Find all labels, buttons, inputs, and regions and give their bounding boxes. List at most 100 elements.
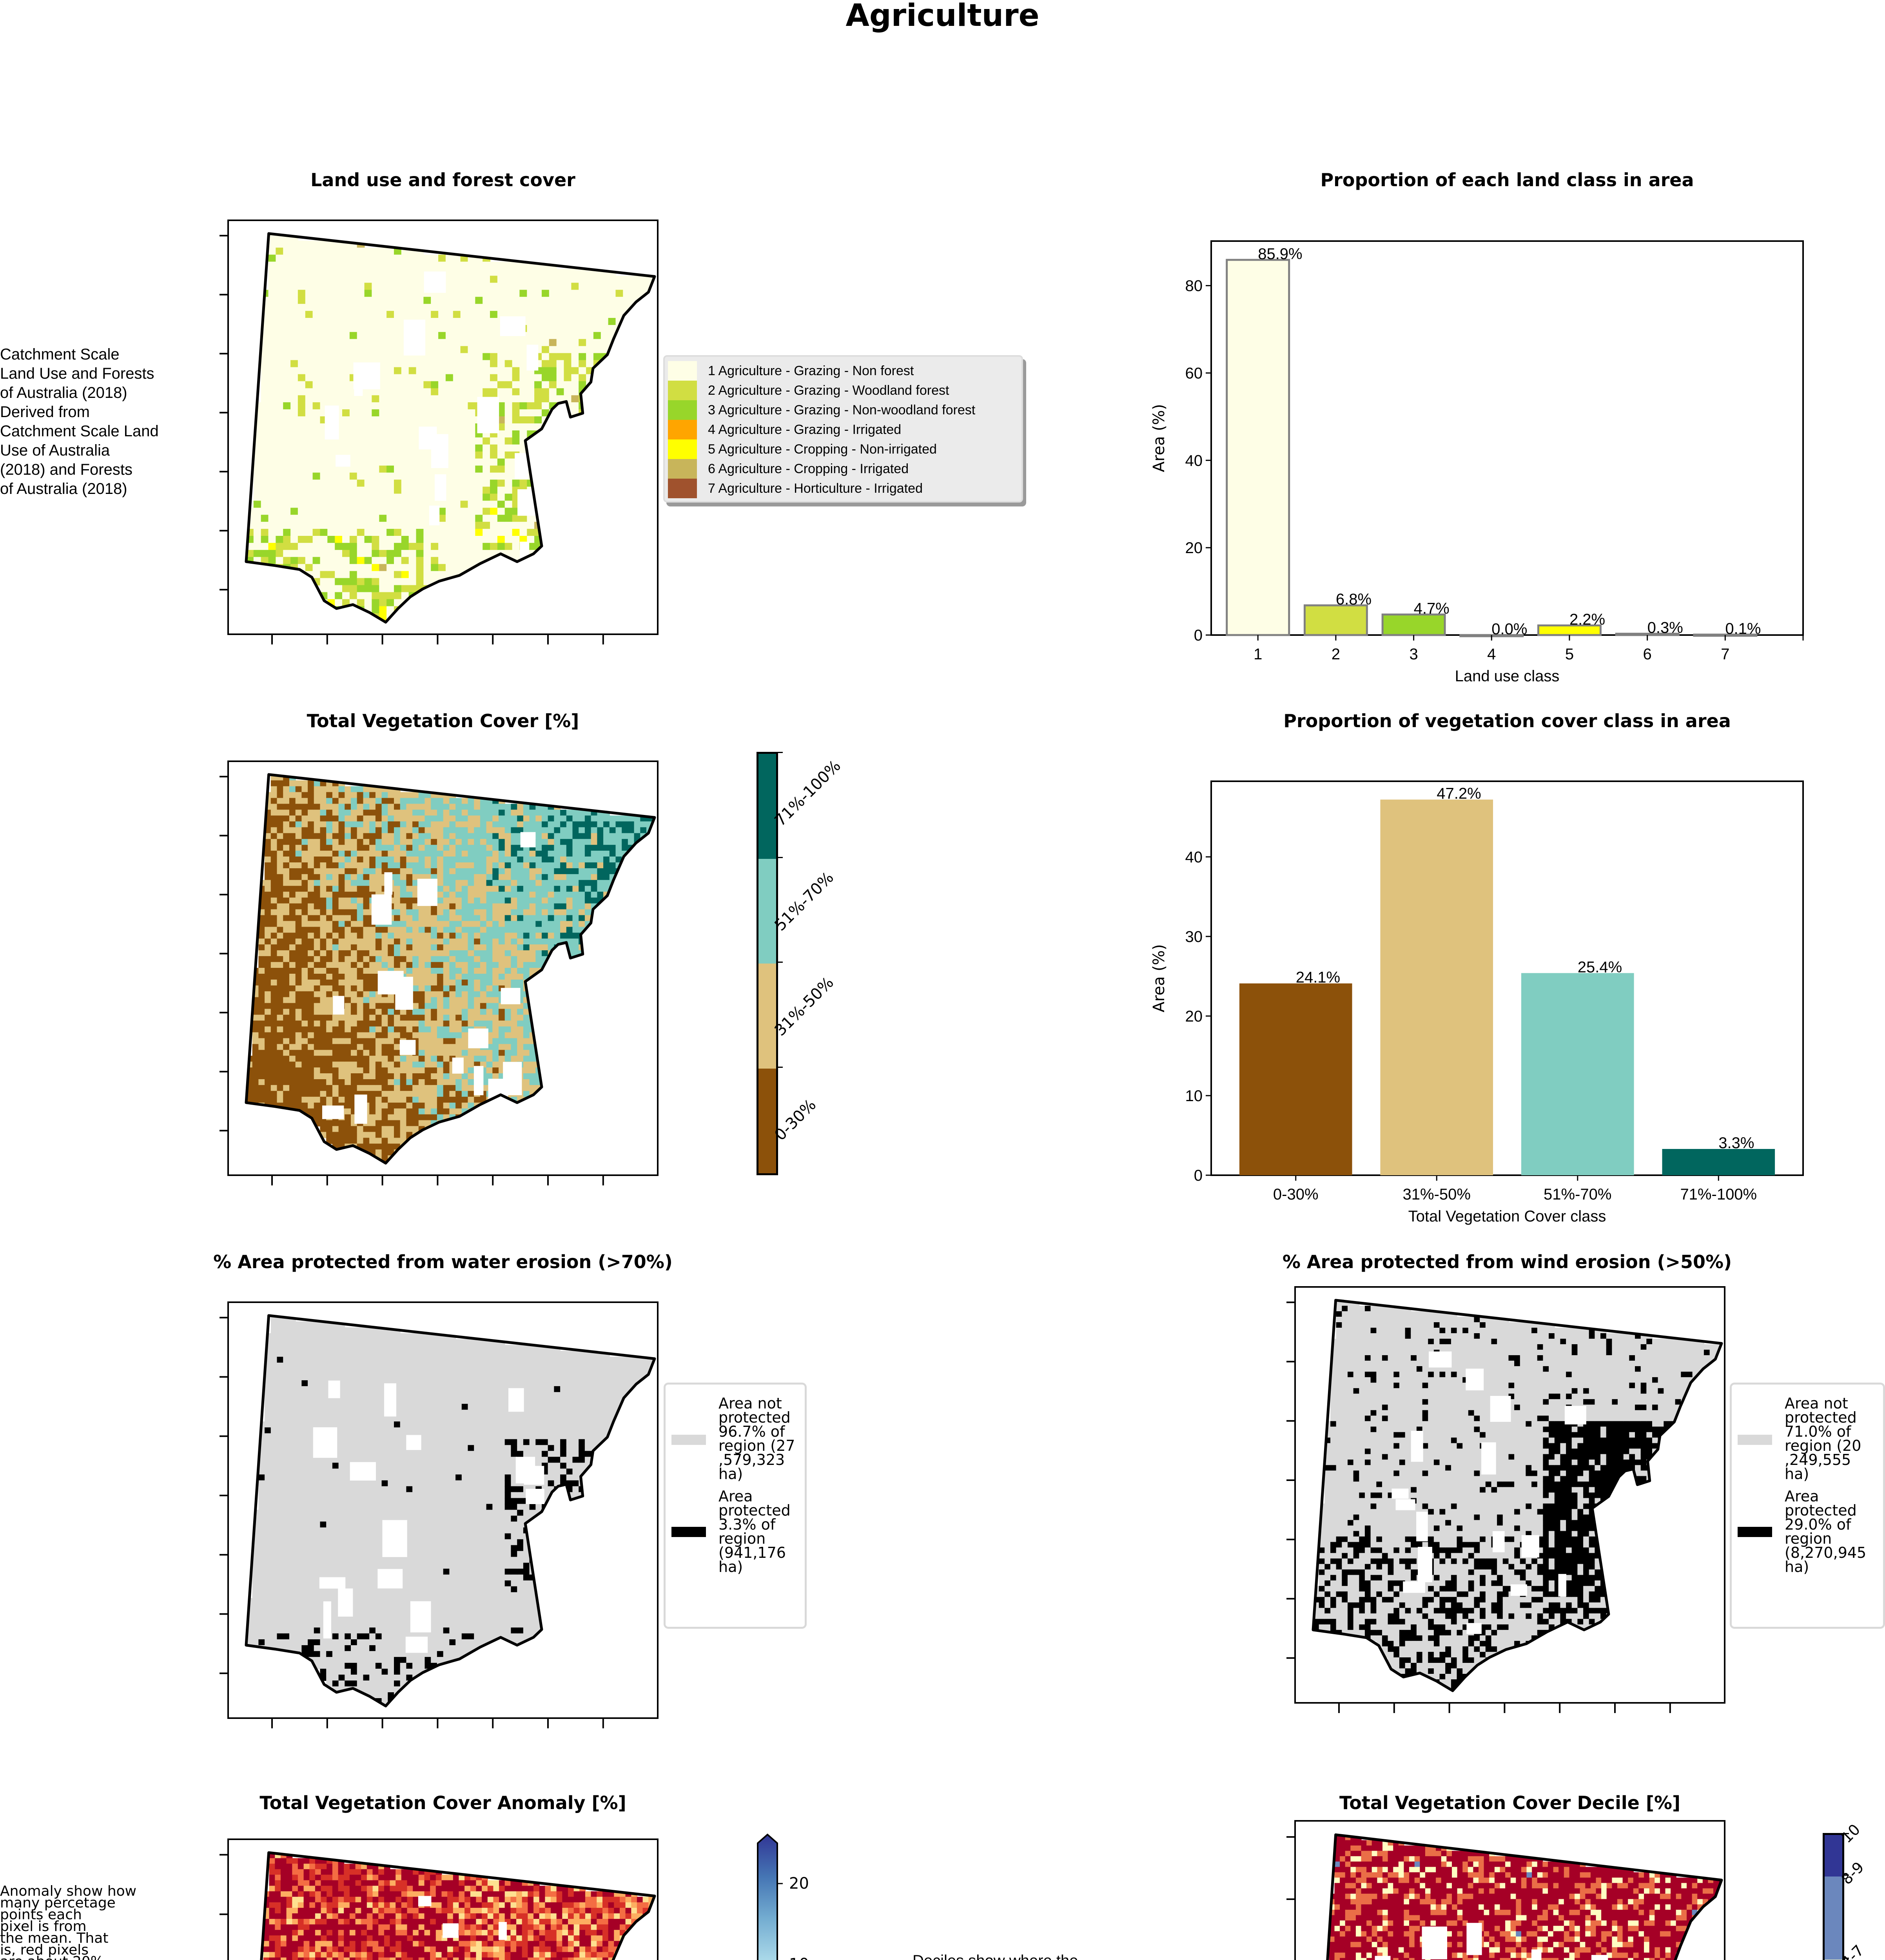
colorbar-tick <box>777 1066 783 1068</box>
water-erosion-map-title: % Area protected from water erosion (>70… <box>213 1251 673 1272</box>
data-label: 0.0% <box>1491 621 1527 638</box>
data-label: 2.2% <box>1569 611 1605 628</box>
legend-label: Area not protected 96.7% of region (27 ,… <box>718 1395 795 1483</box>
y-tick-label: 0 <box>1194 1167 1203 1184</box>
data-label: 24.1% <box>1296 969 1340 986</box>
y-tick-label: 10 <box>1185 1087 1203 1105</box>
water-erosion-legend: Area not protected 96.7% of region (27 ,… <box>664 1383 807 1629</box>
y-tick-label: 40 <box>1185 849 1203 866</box>
data-label: 3.3% <box>1718 1134 1754 1152</box>
colorbar-bar <box>757 752 778 1175</box>
y-tick-label: 30 <box>1185 928 1203 946</box>
colorbar-segment <box>1825 1877 1842 1960</box>
plot-area <box>1210 240 1804 636</box>
x-tick-label: 1 <box>1254 646 1262 663</box>
legend-label: Area protected 29.0% of region (8,270,94… <box>1785 1488 1867 1575</box>
bar <box>1239 983 1352 1175</box>
colorbar-tick <box>777 752 783 753</box>
y-axis-label: Area (%) <box>1150 404 1168 472</box>
map-raster <box>1313 1300 1722 1691</box>
colorbar-segment <box>758 1068 776 1173</box>
colorbar-tick <box>1843 1958 1849 1959</box>
legend-swatch <box>668 361 697 381</box>
map-raster <box>246 1315 655 1704</box>
legend-label: 7 Agriculture - Horticulture - Irrigated <box>708 481 923 496</box>
region-boundary <box>245 773 656 1165</box>
x-axis-label: Total Vegetation Cover class <box>1408 1208 1606 1225</box>
data-label: 85.9% <box>1258 245 1302 263</box>
x-tick-label: 51%-70% <box>1544 1186 1611 1203</box>
y-tick-label: 20 <box>1185 539 1203 557</box>
x-tick-label: 31%-50% <box>1403 1186 1471 1203</box>
veg-cover-map <box>220 760 659 1185</box>
page-title: Agriculture <box>845 0 1040 33</box>
bar <box>1303 604 1368 636</box>
plot-area <box>1210 780 1804 1176</box>
anomaly-colorbar: 20100−10−20 <box>755 1823 833 1960</box>
bar <box>1662 1149 1775 1175</box>
veg-cover-colorbar: 0-30% 31%-50% 51%-70% 71%-100% <box>757 752 844 1175</box>
colorbar-label: 10 <box>789 1955 809 1960</box>
colorbar-tick <box>777 857 783 858</box>
water-erosion-map-canvas <box>220 1314 656 1728</box>
x-tick-label: 71%-100% <box>1680 1186 1757 1203</box>
veg-cover-map-canvas <box>220 773 656 1185</box>
bar <box>1521 973 1634 1175</box>
decile-colorbar: 12-34-78-910 <box>1823 1821 1885 1960</box>
x-tick-label: 3 <box>1409 646 1418 663</box>
legend-swatch <box>668 439 697 459</box>
veg-class-bar-chart: 0 10 20 30 40 24.1% 0-30% 47.2% 31%-50% 25.4% 51%-… <box>1150 780 1804 1225</box>
veg-class-chart-title: Proportion of vegetation cover class in … <box>1283 710 1731 731</box>
bar <box>1226 259 1290 636</box>
data-label: 4.7% <box>1414 600 1450 617</box>
data-label: 6.8% <box>1336 591 1372 608</box>
data-label: 47.2% <box>1437 785 1481 802</box>
data-label: 0.1% <box>1725 620 1761 637</box>
legend-label: 2 Agriculture - Grazing - Woodland fores… <box>708 383 949 398</box>
map-raster <box>263 1853 655 1960</box>
legend-item: 3 Agriculture - Grazing - Non-woodland f… <box>668 400 975 420</box>
x-tick-label: 6 <box>1643 646 1652 663</box>
y-tick-label: 0 <box>1194 627 1203 644</box>
land-use-map <box>220 220 659 644</box>
wind-erosion-map-title: % Area protected from wind erosion (>50%… <box>1282 1251 1732 1272</box>
colorbar-segment <box>758 964 776 1069</box>
region-boundary <box>245 1314 656 1708</box>
legend-item: 1 Agriculture - Grazing - Non forest <box>668 361 914 381</box>
legend-label: 5 Agriculture - Cropping - Non-irrigated <box>708 441 937 457</box>
veg-cover-map-title: Total Vegetation Cover [%] <box>307 710 579 731</box>
y-tick-label: 40 <box>1185 452 1203 469</box>
colorbar-segment <box>758 858 776 964</box>
legend-swatch <box>1738 1435 1772 1445</box>
decile-note: Deciles show where the pixel value lies … <box>913 1951 1124 1960</box>
legend-label: 4 Agriculture - Grazing - Irrigated <box>708 422 902 437</box>
legend-swatch <box>668 400 697 420</box>
legend-label: 6 Agriculture - Cropping - Irrigated <box>708 461 909 476</box>
legend-swatch <box>668 420 697 439</box>
legend-swatch <box>668 479 697 498</box>
legend-item: 2 Agriculture - Grazing - Woodland fores… <box>668 381 949 400</box>
x-tick-label: 4 <box>1487 646 1496 663</box>
x-tick-label: 0-30% <box>1273 1186 1319 1203</box>
wind-erosion-map-canvas <box>1286 1299 1723 1713</box>
x-tick-label: 7 <box>1721 646 1729 663</box>
colorbar-label: 0-30% <box>771 1096 820 1145</box>
colorbar-tick <box>777 962 783 963</box>
y-tick-label: 80 <box>1185 278 1203 295</box>
land-use-map-title: Land use and forest cover <box>310 169 575 191</box>
colorbar-label: 20 <box>789 1875 809 1893</box>
colorbar-tick <box>1843 1833 1849 1834</box>
legend-label: 1 Agriculture - Grazing - Non forest <box>708 363 914 378</box>
decile-map-canvas <box>1286 1833 1723 1960</box>
land-class-chart-title: Proportion of each land class in area <box>1320 169 1694 191</box>
legend-item: 7 Agriculture - Horticulture - Irrigated <box>668 479 923 498</box>
legend-label: Area protected 3.3% of region (941,176 h… <box>718 1488 791 1575</box>
wind-erosion-map <box>1286 1286 1725 1713</box>
land-use-legend: 1 Agriculture - Grazing - Non forest 2 Ag… <box>663 355 1023 503</box>
colorbar-segment <box>758 754 776 859</box>
water-erosion-map <box>220 1301 659 1728</box>
y-axis-label: Area (%) <box>1150 944 1168 1013</box>
colorbar-label: 71%-100% <box>771 757 844 830</box>
legend-swatch <box>668 459 697 479</box>
legend-swatch <box>671 1435 706 1445</box>
